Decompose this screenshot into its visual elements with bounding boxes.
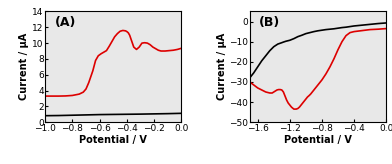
Y-axis label: Current / μA: Current / μA xyxy=(216,33,227,101)
X-axis label: Potential / V: Potential / V xyxy=(284,135,352,145)
Text: (A): (A) xyxy=(54,16,76,29)
Text: (B): (B) xyxy=(259,16,281,29)
Y-axis label: Current / μA: Current / μA xyxy=(20,33,29,101)
X-axis label: Potential / V: Potential / V xyxy=(79,135,147,145)
